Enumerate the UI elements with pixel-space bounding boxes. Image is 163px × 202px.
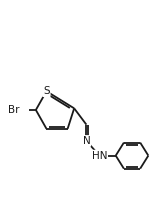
Text: N: N — [82, 136, 90, 146]
Text: Br: Br — [8, 105, 19, 115]
Text: S: S — [43, 86, 50, 96]
Text: HN: HN — [92, 151, 107, 161]
